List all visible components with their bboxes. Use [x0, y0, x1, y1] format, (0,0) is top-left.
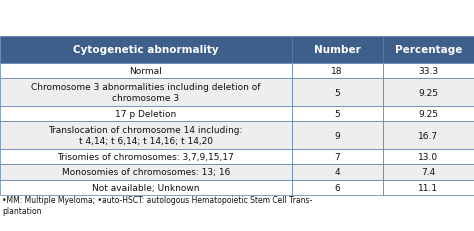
FancyBboxPatch shape [383, 149, 474, 164]
Text: 9.25: 9.25 [418, 109, 438, 119]
Text: Monosomies of chromosomes: 13; 16: Monosomies of chromosomes: 13; 16 [62, 168, 230, 177]
FancyBboxPatch shape [292, 106, 383, 122]
Text: 16.7: 16.7 [418, 131, 438, 140]
FancyBboxPatch shape [383, 106, 474, 122]
FancyBboxPatch shape [292, 180, 383, 195]
Text: Percentage: Percentage [394, 45, 462, 55]
FancyBboxPatch shape [0, 64, 292, 79]
FancyBboxPatch shape [292, 122, 383, 149]
FancyBboxPatch shape [383, 180, 474, 195]
Text: 18: 18 [331, 67, 343, 76]
Text: 7: 7 [334, 152, 340, 161]
FancyBboxPatch shape [0, 149, 292, 164]
Text: Trisomies of chromosomes: 3,7,9,15,17: Trisomies of chromosomes: 3,7,9,15,17 [57, 152, 234, 161]
FancyBboxPatch shape [383, 64, 474, 79]
Text: 11.1: 11.1 [418, 183, 438, 192]
FancyBboxPatch shape [383, 164, 474, 180]
Text: 4: 4 [334, 168, 340, 177]
FancyBboxPatch shape [0, 79, 292, 106]
Text: 9.25: 9.25 [418, 88, 438, 97]
FancyBboxPatch shape [292, 64, 383, 79]
Text: 33.3: 33.3 [418, 67, 438, 76]
Text: 6: 6 [334, 183, 340, 192]
Text: 13.0: 13.0 [418, 152, 438, 161]
Text: Not available; Unknown: Not available; Unknown [92, 183, 200, 192]
FancyBboxPatch shape [0, 106, 292, 122]
FancyBboxPatch shape [383, 79, 474, 106]
FancyBboxPatch shape [292, 149, 383, 164]
Text: •MM: Multiple Myeloma; •auto-HSCT: autologous Hematopoietic Stem Cell Trans-
pla: •MM: Multiple Myeloma; •auto-HSCT: autol… [2, 195, 313, 215]
Text: 9: 9 [334, 131, 340, 140]
FancyBboxPatch shape [0, 122, 292, 149]
FancyBboxPatch shape [0, 180, 292, 195]
Text: 5: 5 [334, 109, 340, 119]
Text: 5: 5 [334, 88, 340, 97]
Text: Translocation of chromosome 14 including:
t 4,14; t 6,14; t 14,16; t 14,20: Translocation of chromosome 14 including… [48, 126, 243, 145]
FancyBboxPatch shape [0, 164, 292, 180]
Text: Chromosome 3 abnormalities including deletion of
chromosome 3: Chromosome 3 abnormalities including del… [31, 83, 261, 102]
Text: 17 p Deletion: 17 p Deletion [115, 109, 176, 119]
FancyBboxPatch shape [292, 164, 383, 180]
FancyBboxPatch shape [0, 37, 292, 64]
Text: Normal: Normal [129, 67, 162, 76]
FancyBboxPatch shape [383, 37, 474, 64]
Text: Cytogenetic abnormality: Cytogenetic abnormality [73, 45, 219, 55]
FancyBboxPatch shape [292, 37, 383, 64]
Text: Number: Number [314, 45, 360, 55]
Text: 7.4: 7.4 [421, 168, 436, 177]
FancyBboxPatch shape [383, 122, 474, 149]
FancyBboxPatch shape [292, 79, 383, 106]
